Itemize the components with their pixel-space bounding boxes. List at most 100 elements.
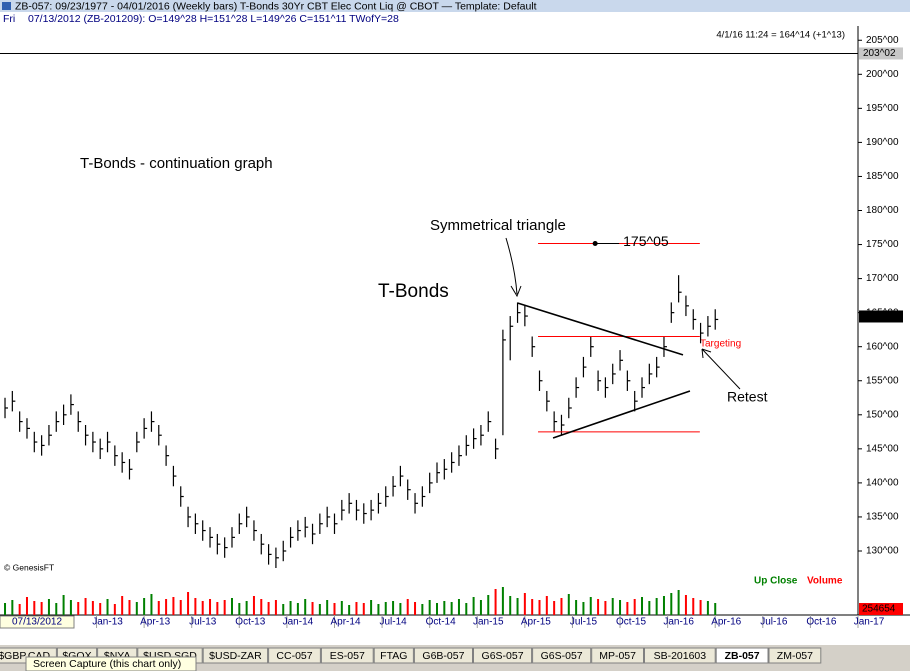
- volume-bar: [377, 604, 380, 615]
- volume-bar: [443, 601, 446, 615]
- window-title: ZB-057: 09/23/1977 - 04/01/2016 (Weekly …: [15, 0, 537, 12]
- volume-bar: [194, 598, 197, 615]
- volume-bar: [450, 602, 453, 615]
- volume-bar: [172, 597, 175, 615]
- volume-bar: [575, 600, 578, 615]
- volume-last: 254654: [862, 604, 896, 615]
- status-day: Fri: [3, 13, 15, 25]
- credit: © GenesisFT: [4, 562, 54, 572]
- start-date-box: [0, 615, 75, 629]
- y-tick-label: 145^00: [866, 443, 899, 454]
- tab-label[interactable]: $USD-ZAR: [209, 650, 262, 662]
- tab-label[interactable]: MP-057: [599, 650, 636, 662]
- tab-label[interactable]: ES-057: [330, 650, 365, 662]
- trendline: [552, 390, 691, 439]
- tab-label[interactable]: G6B-057: [422, 650, 464, 662]
- volume-bar: [289, 601, 292, 615]
- x-tick-label: Oct-13: [235, 617, 265, 628]
- x-tick-label: Jul-13: [189, 617, 217, 628]
- volume-bar: [135, 602, 138, 615]
- annotation-arrow: [505, 237, 522, 298]
- volume-bar: [465, 603, 468, 615]
- y-tick-label: 170^00: [866, 273, 899, 284]
- volume-bar: [538, 600, 541, 615]
- subtitle: T-Bonds - continuation graph: [80, 155, 273, 172]
- volume-bar: [641, 597, 644, 615]
- volume-bar: [11, 600, 14, 615]
- volume-bar: [187, 592, 190, 615]
- x-tick-label: Jan-15: [473, 617, 504, 628]
- y-tick-label: 195^00: [866, 103, 899, 114]
- volume-bar: [340, 601, 343, 615]
- tooltip: Screen Capture (this chart only): [33, 658, 181, 670]
- volume-bar: [582, 602, 585, 615]
- tab[interactable]: [473, 647, 533, 664]
- x-tick-label: Jan-16: [663, 617, 694, 628]
- quote-line: 4/1/16 11:24 = 164^14 (+1^13): [716, 30, 845, 41]
- title-bar: [0, 0, 910, 12]
- volume-bar: [296, 603, 299, 615]
- volume-bar: [589, 597, 592, 615]
- volume-bar: [355, 602, 358, 615]
- volume-bar: [531, 599, 534, 615]
- x-tick-label: Apr-13: [140, 617, 170, 628]
- marker-label: 164^14: [863, 311, 896, 322]
- volume-bar: [223, 600, 226, 615]
- tab-label[interactable]: G6S-057: [541, 650, 583, 662]
- tab-label[interactable]: ZB-057: [725, 650, 760, 662]
- volume-bar: [209, 599, 212, 615]
- volume-bar: [165, 599, 168, 615]
- marker-box: [859, 47, 903, 60]
- volume-bar: [487, 595, 490, 615]
- tab-label[interactable]: ZM-057: [777, 650, 813, 662]
- volume-bar: [121, 596, 124, 615]
- y-tick-label: 155^00: [866, 375, 899, 386]
- marker-box: [859, 310, 903, 323]
- tab[interactable]: [320, 647, 374, 664]
- x-tick-label: Apr-15: [521, 617, 551, 628]
- tab[interactable]: [413, 647, 473, 664]
- volume-bar: [143, 598, 146, 615]
- tab-label[interactable]: SB-201603: [654, 650, 707, 662]
- volume-bar: [684, 595, 687, 615]
- tab[interactable]: [715, 647, 769, 664]
- volume-bar: [406, 599, 409, 615]
- tab[interactable]: [768, 647, 822, 664]
- tab[interactable]: [591, 647, 645, 664]
- volume-bar: [384, 602, 387, 615]
- volume-bar: [216, 602, 219, 615]
- start-date: 07/13/2012: [12, 617, 62, 628]
- tab[interactable]: [373, 647, 414, 664]
- volume-bar: [670, 593, 673, 615]
- volume-bar: [655, 598, 658, 615]
- tab-label[interactable]: CC-057: [276, 650, 312, 662]
- app-icon: [2, 2, 11, 10]
- tab[interactable]: [644, 647, 716, 664]
- tab[interactable]: [202, 647, 269, 664]
- tooltip-box: [25, 656, 197, 671]
- volume-bar: [77, 602, 80, 615]
- y-tick-label: 205^00: [866, 35, 899, 46]
- volume-bar: [560, 598, 563, 615]
- x-tick-label: Oct-15: [616, 617, 646, 628]
- volume-bar: [311, 602, 314, 615]
- volume-bar: [362, 603, 365, 615]
- tab-label[interactable]: FTAG: [380, 650, 407, 662]
- x-tick-label: Jul-16: [760, 617, 788, 628]
- volume-bar: [472, 597, 475, 615]
- tab[interactable]: [532, 647, 592, 664]
- volume-bar: [509, 596, 512, 615]
- volume-bar: [128, 600, 131, 615]
- y-tick-label: 175^00: [866, 239, 899, 250]
- volume-bar: [33, 601, 36, 615]
- volume-bar: [47, 599, 50, 615]
- volume-bar: [648, 601, 651, 615]
- x-tick-label: Jan-14: [283, 617, 314, 628]
- tab-label[interactable]: G6S-057: [482, 650, 524, 662]
- x-tick-label: Oct-14: [426, 617, 456, 628]
- volume-bar: [348, 605, 351, 615]
- x-tick-label: Jul-14: [379, 617, 407, 628]
- tab[interactable]: [268, 647, 321, 664]
- volume-bar: [706, 601, 709, 615]
